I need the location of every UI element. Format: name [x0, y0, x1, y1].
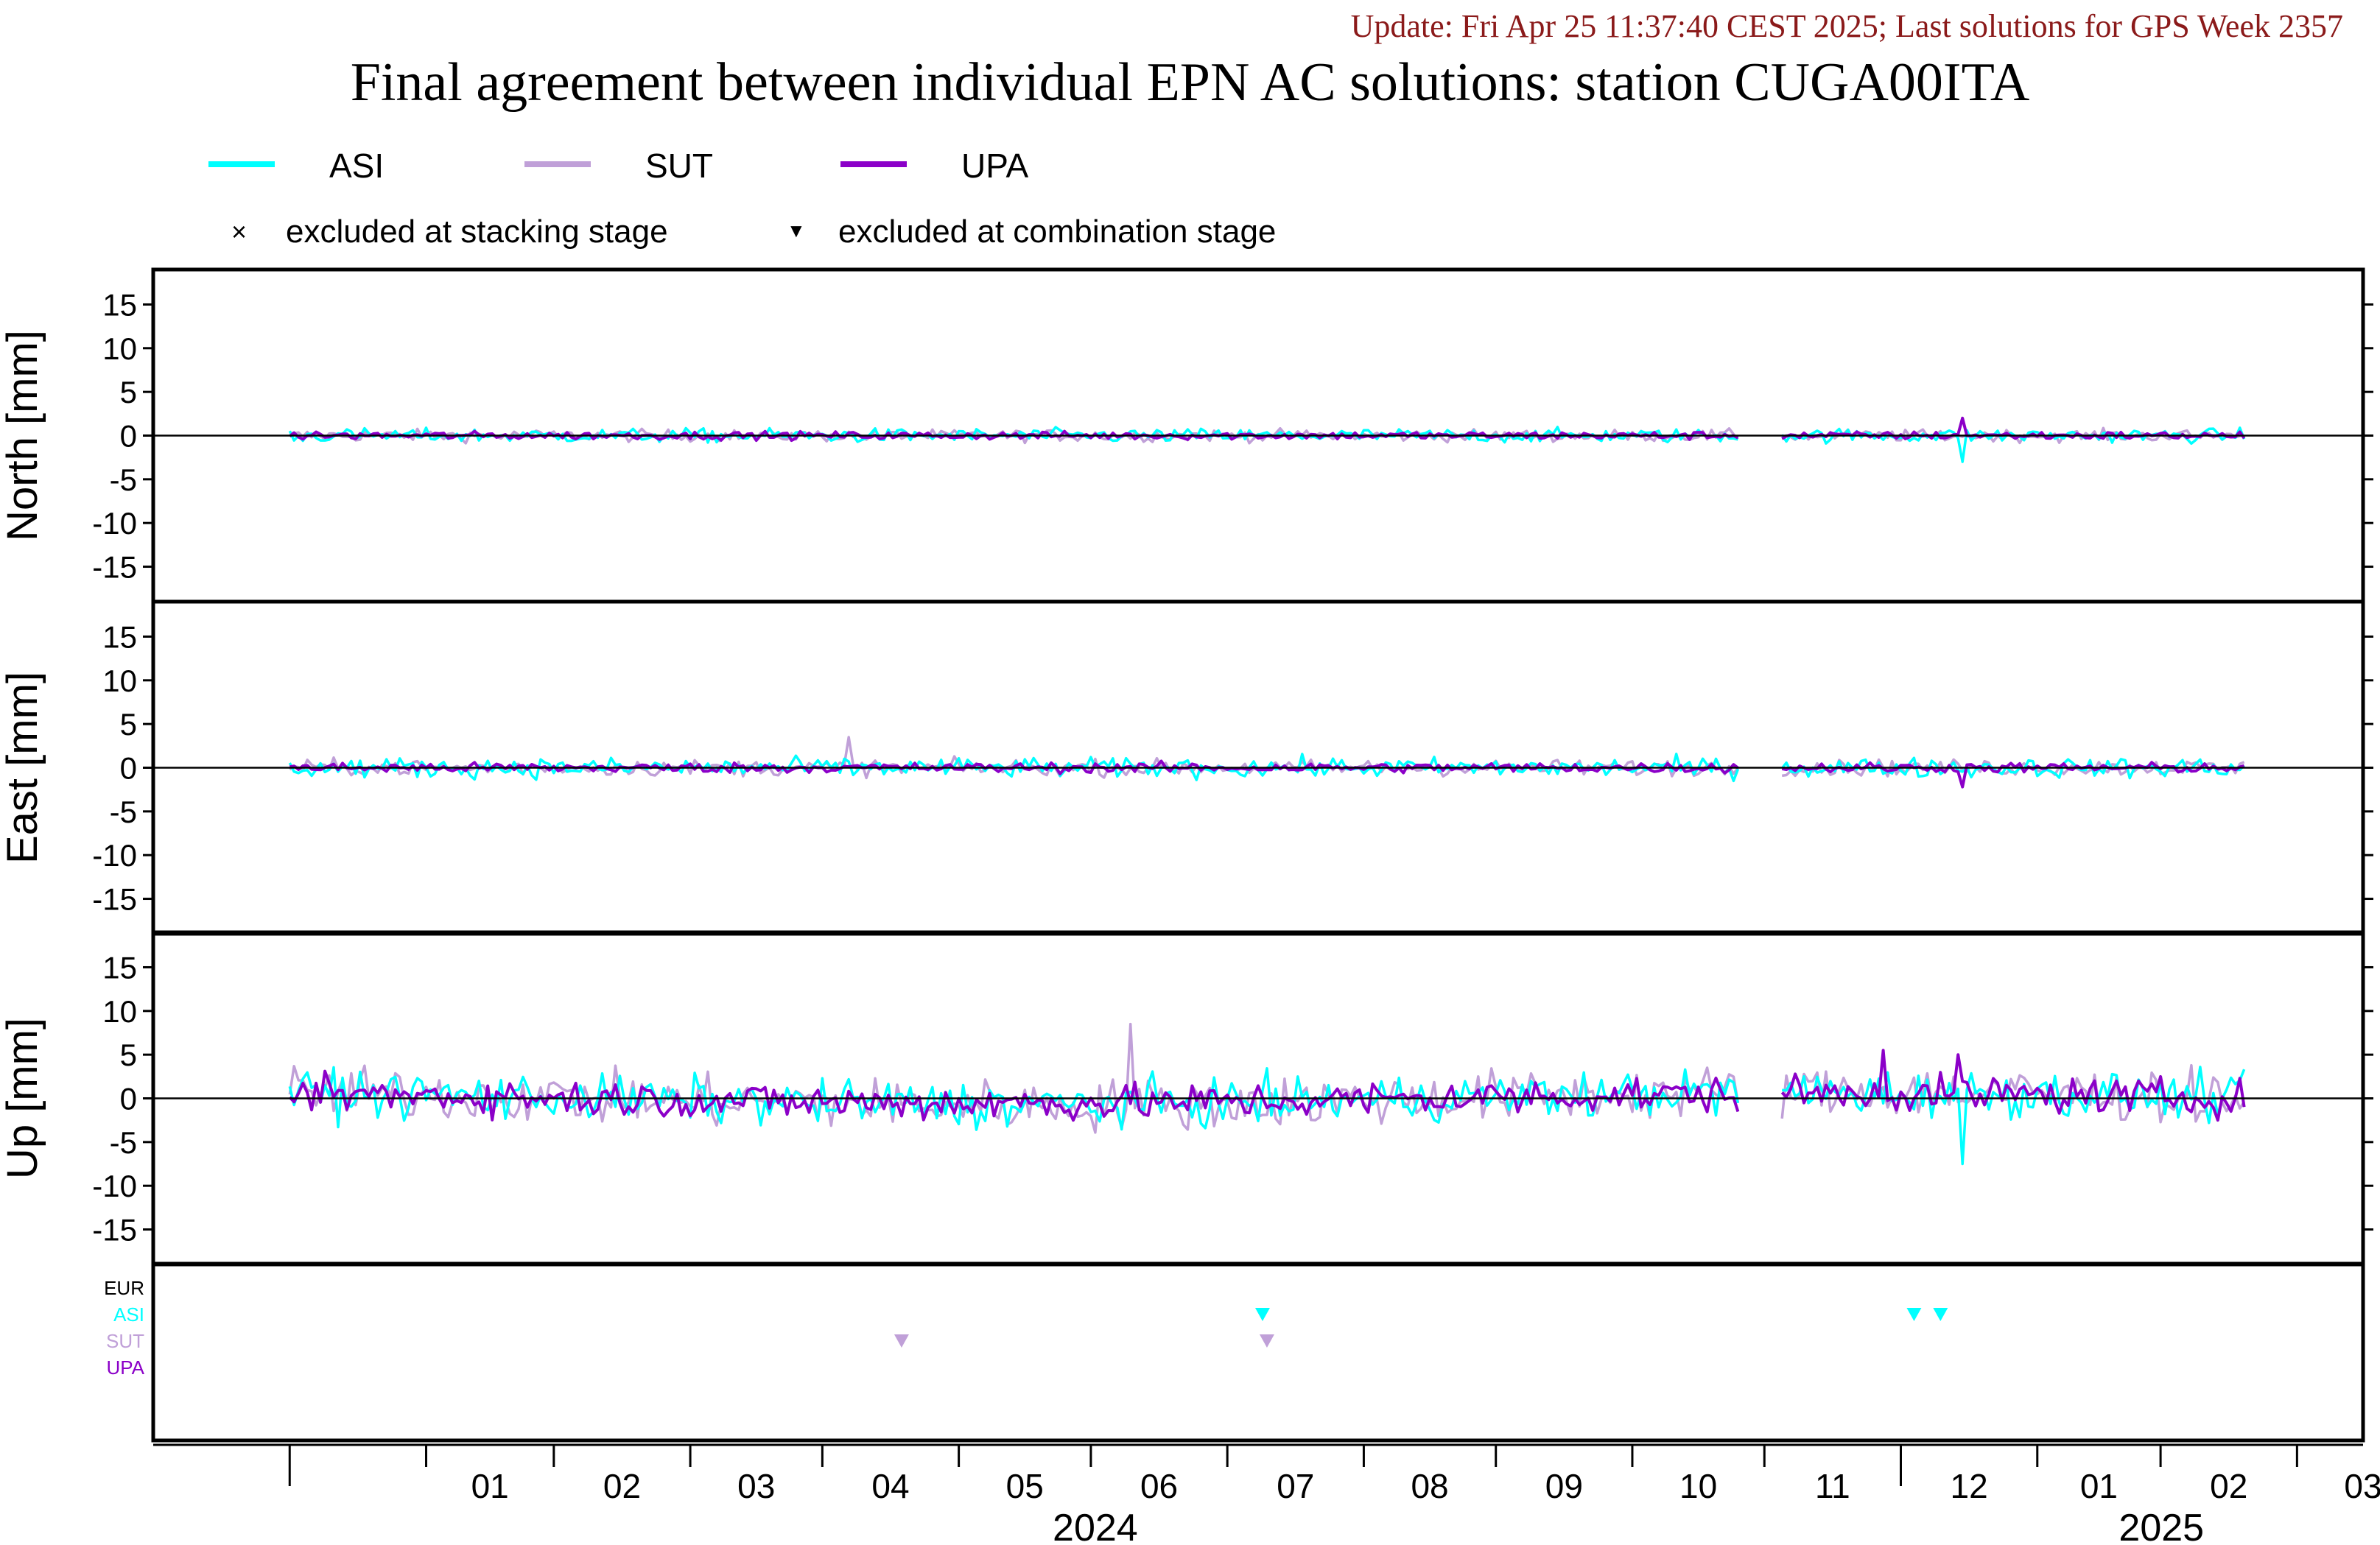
- x-month-label: 07: [1277, 1467, 1314, 1505]
- exclusion-row-label-eur: EUR: [104, 1277, 144, 1299]
- y-axis-label: East [mm]: [0, 672, 46, 864]
- y-tick-label: -10: [92, 838, 137, 873]
- y-axis-label: North [mm]: [0, 330, 46, 541]
- x-month-label: 09: [1545, 1467, 1583, 1505]
- y-tick-label: 10: [102, 994, 137, 1029]
- y-tick-label: 10: [102, 664, 137, 698]
- y-tick-label: 15: [102, 950, 137, 985]
- x-month-label: 02: [603, 1467, 641, 1505]
- series-line-upa: [1780, 1049, 2246, 1122]
- y-tick-label: -15: [92, 1213, 137, 1247]
- combination-marker-label: excluded at combination stage: [838, 214, 1277, 250]
- legend-line-asi: [208, 161, 275, 167]
- y-tick-label: 0: [120, 1082, 137, 1116]
- exclusion-marker: [894, 1334, 909, 1348]
- legend-label-asi: ASI: [329, 147, 385, 185]
- x-month-label: 11: [1815, 1467, 1850, 1505]
- x-month-label: 03: [2344, 1467, 2380, 1505]
- y-tick-label: -10: [92, 506, 137, 541]
- y-tick-label: 10: [102, 331, 137, 366]
- exclusion-marker: [1906, 1308, 1922, 1321]
- exclusion-panel-frame: [151, 1261, 2365, 1443]
- x-month-label: 08: [1411, 1467, 1448, 1505]
- y-tick-label: 15: [102, 619, 137, 654]
- stacking-marker-label: excluded at stacking stage: [286, 214, 668, 250]
- x-month-label: 03: [737, 1467, 775, 1505]
- y-tick-label: -5: [110, 1125, 137, 1160]
- y-tick-label: -5: [110, 795, 137, 829]
- y-tick-label: 5: [120, 375, 137, 409]
- legend-label-sut: SUT: [645, 147, 713, 185]
- x-month-label: 12: [1951, 1467, 1988, 1505]
- y-tick-label: -10: [92, 1169, 137, 1203]
- y-tick-label: 5: [120, 1038, 137, 1072]
- exclusion-row-label-asi: ASI: [113, 1303, 144, 1326]
- exclusion-row-label-upa: UPA: [106, 1356, 144, 1379]
- exclusion-marker: [1254, 1308, 1270, 1321]
- exclusion-marker: [1259, 1334, 1274, 1348]
- x-month-label: 02: [2210, 1467, 2247, 1505]
- stacking-marker-icon: ×: [231, 217, 248, 247]
- exclusion-marker: [1933, 1308, 1948, 1321]
- legend-line-sut: [524, 161, 591, 167]
- y-tick-label: 0: [120, 419, 137, 454]
- exclusion-row-label-sut: SUT: [106, 1330, 144, 1352]
- legend-line-upa: [840, 161, 907, 167]
- x-year-label: 2025: [2119, 1507, 2204, 1545]
- y-tick-label: -15: [92, 550, 137, 585]
- y-tick-label: 5: [120, 707, 137, 742]
- series-line-asi: [1780, 426, 2246, 463]
- x-month-label: 05: [1006, 1467, 1044, 1505]
- legend-label-upa: UPA: [961, 147, 1029, 185]
- x-month-label: 10: [1679, 1467, 1717, 1505]
- y-tick-label: -5: [110, 462, 137, 497]
- y-tick-label: 0: [120, 751, 137, 786]
- x-month-label: 01: [2080, 1467, 2118, 1505]
- series-line-upa: [1781, 416, 2246, 440]
- x-year-label: 2024: [1053, 1507, 1138, 1545]
- x-month-label: 04: [871, 1467, 909, 1505]
- x-month-label: 01: [471, 1467, 509, 1505]
- x-month-label: 06: [1140, 1467, 1178, 1505]
- y-tick-label: 15: [102, 287, 137, 322]
- y-axis-label: Up [mm]: [0, 1018, 46, 1179]
- update-timestamp: Update: Fri Apr 25 11:37:40 CEST 2025; L…: [1350, 8, 2343, 44]
- y-tick-label: -15: [92, 882, 137, 917]
- chart-title: Final agreement between individual EPN A…: [350, 52, 2030, 113]
- combination-marker-icon: ▼: [787, 219, 806, 242]
